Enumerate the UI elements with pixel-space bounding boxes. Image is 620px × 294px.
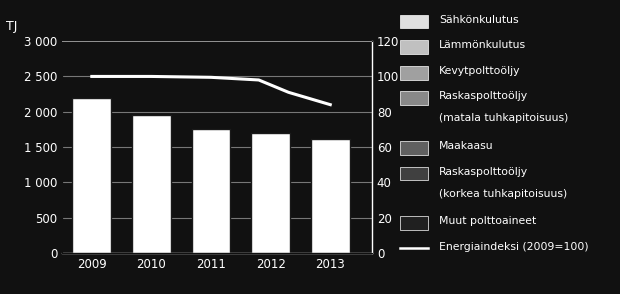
Text: Energiaindeksi (2009=100): Energiaindeksi (2009=100) bbox=[439, 242, 588, 252]
Bar bbox=[132, 115, 171, 253]
Text: TJ: TJ bbox=[6, 20, 17, 33]
Bar bbox=[251, 133, 290, 253]
Text: (korkea tuhkapitoisuus): (korkea tuhkapitoisuus) bbox=[439, 189, 567, 199]
Text: Raskaspolttoöljy: Raskaspolttoöljy bbox=[439, 91, 528, 101]
Text: Muut polttoaineet: Muut polttoaineet bbox=[439, 216, 536, 226]
Text: Kevytpolttoöljy: Kevytpolttoöljy bbox=[439, 66, 520, 76]
Text: Sähkönkulutus: Sähkönkulutus bbox=[439, 15, 518, 25]
Bar bbox=[73, 98, 111, 253]
Text: Maakaasu: Maakaasu bbox=[439, 141, 494, 151]
Text: (matala tuhkapitoisuus): (matala tuhkapitoisuus) bbox=[439, 113, 569, 123]
Text: Raskaspolttoöljy: Raskaspolttoöljy bbox=[439, 167, 528, 177]
Bar bbox=[311, 138, 350, 253]
Bar bbox=[192, 129, 231, 253]
Text: Lämmönkulutus: Lämmönkulutus bbox=[439, 40, 526, 50]
